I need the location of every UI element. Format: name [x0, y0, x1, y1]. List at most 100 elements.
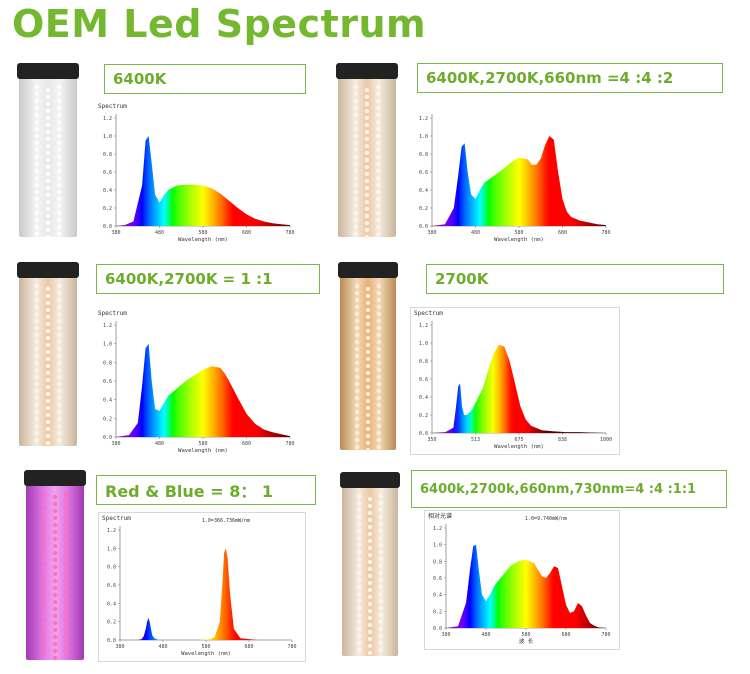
led-chip — [63, 610, 69, 616]
led-chip — [367, 524, 373, 530]
x-tick-label: 1000 — [600, 437, 612, 443]
led-chip — [357, 591, 362, 597]
led-chip — [45, 234, 51, 240]
led-chip — [41, 519, 47, 525]
y-tick-label: 0.6 — [103, 170, 112, 176]
spectrum-area — [432, 136, 606, 226]
led-chip — [353, 224, 359, 230]
y-tick-label: 0.8 — [103, 360, 112, 366]
led-chip — [34, 311, 40, 317]
led-chip — [355, 339, 360, 345]
led-chip — [376, 416, 381, 422]
led-chip — [365, 342, 371, 348]
led-chip — [34, 297, 40, 303]
led-chip — [56, 346, 62, 352]
led-chip — [353, 84, 359, 90]
led-chip — [355, 360, 360, 366]
led-chip — [63, 603, 69, 609]
panel-label-red-blue: Red & Blue = 8： 1 — [96, 475, 316, 505]
led-chip — [52, 501, 58, 507]
led-chip — [34, 318, 40, 324]
y-tick-label: 0.2 — [107, 620, 116, 626]
led-chip — [365, 370, 371, 376]
led-chip — [364, 199, 370, 205]
led-chip — [375, 98, 381, 104]
led-chip — [367, 615, 373, 621]
led-chip — [364, 115, 370, 121]
led-chip — [56, 304, 62, 310]
led-chip — [376, 437, 381, 443]
led-chip — [365, 300, 371, 306]
led-chip — [376, 360, 381, 366]
led-chip — [52, 585, 58, 591]
led-chip — [63, 540, 69, 546]
led-chip — [56, 297, 62, 303]
led-chip — [41, 498, 47, 504]
led-chip — [365, 440, 371, 446]
x-tick-label: 780 — [601, 230, 610, 236]
led-chip — [45, 321, 51, 327]
y-tick-label: 1.0 — [419, 134, 428, 140]
led-chip — [63, 652, 69, 658]
spectrum-chart-6400k-2700k-660nm: 0.0 0.2 0.4 0.6 0.8 1.0 1.2 380 480 580 680 780 Wave… — [410, 100, 620, 248]
x-tick-label: 780 — [285, 230, 294, 236]
led-chip — [353, 168, 359, 174]
led-chip — [34, 437, 40, 443]
led-chip — [45, 398, 51, 404]
led-chip — [378, 528, 383, 534]
led-chip — [52, 634, 58, 640]
led-chip — [34, 416, 40, 422]
led-chip — [63, 575, 69, 581]
led-chip — [63, 561, 69, 567]
led-chip — [34, 91, 40, 97]
chart-subtitle: 1.0=366.736mW/nm — [202, 518, 250, 524]
led-chip — [34, 203, 40, 209]
led-chip — [52, 515, 58, 521]
led-lamp-6400k — [17, 63, 79, 240]
led-chip — [34, 360, 40, 366]
led-chip — [353, 154, 359, 160]
y-tick-label: 1.0 — [103, 342, 112, 348]
led-chip — [45, 129, 51, 135]
led-chip — [378, 647, 383, 653]
led-chip — [376, 353, 381, 359]
led-chip — [355, 283, 360, 289]
x-axis-label: Wavelength (nm) — [494, 444, 544, 450]
led-chip — [45, 377, 51, 383]
led-chip — [52, 613, 58, 619]
led-chip — [357, 633, 362, 639]
led-chip — [375, 210, 381, 216]
led-chip — [378, 514, 383, 520]
led-chip — [367, 608, 373, 614]
led-chip — [56, 388, 62, 394]
led-chip — [353, 133, 359, 139]
led-chip — [367, 636, 373, 642]
led-chip — [367, 552, 373, 558]
led-chip — [378, 556, 383, 562]
led-chip — [365, 356, 371, 362]
x-tick-label: 680 — [558, 230, 567, 236]
lamp-end-cap — [17, 262, 79, 278]
led-chip — [52, 578, 58, 584]
led-chip — [357, 598, 362, 604]
led-chip — [355, 437, 360, 443]
led-chip — [357, 521, 362, 527]
led-chip — [365, 328, 371, 334]
led-chip — [52, 620, 58, 626]
led-chip — [364, 213, 370, 219]
led-chip — [34, 112, 40, 118]
led-chip — [364, 171, 370, 177]
led-chip — [355, 297, 360, 303]
y-tick-label: 0.4 — [419, 188, 428, 194]
led-chip — [56, 161, 62, 167]
led-chip — [365, 412, 371, 418]
led-chip — [355, 388, 360, 394]
x-tick-label: 480 — [158, 644, 167, 650]
led-chip — [355, 395, 360, 401]
led-chip — [56, 140, 62, 146]
led-chip — [367, 594, 373, 600]
led-chip — [34, 430, 40, 436]
led-chip — [34, 388, 40, 394]
led-chip — [41, 554, 47, 560]
y-tick-label: 1.2 — [103, 323, 112, 329]
